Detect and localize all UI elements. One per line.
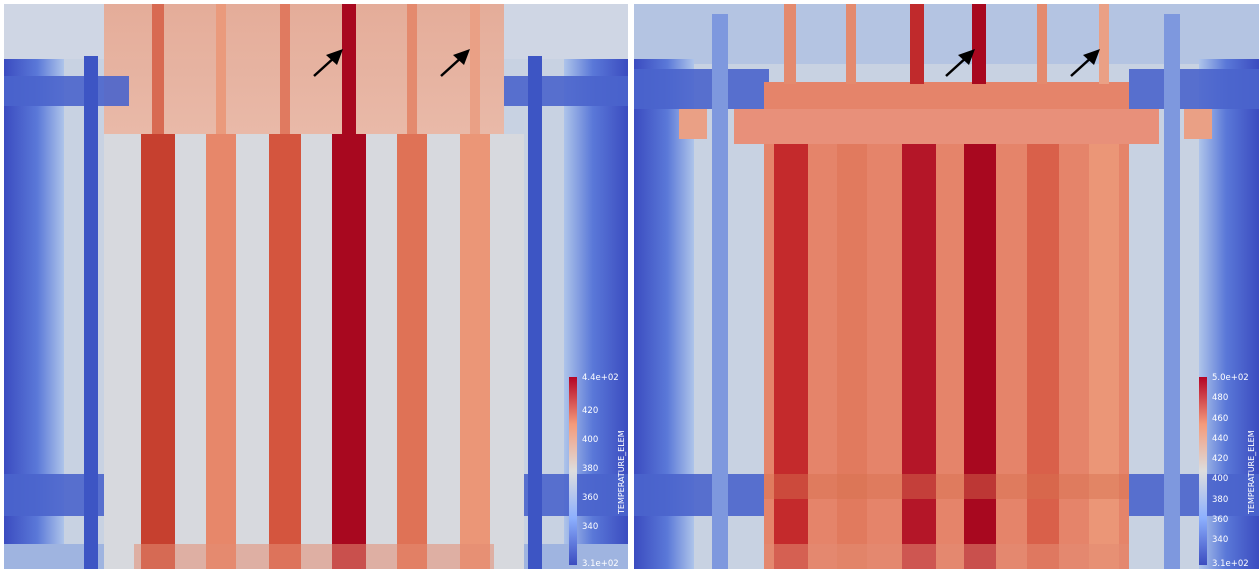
temperature-field-view-right: 5.0e+02 480 460 440 420 400 380 360 340 …	[634, 4, 1259, 569]
colorbar-tick: 360	[582, 493, 598, 503]
colorbar-tick: 340	[1212, 535, 1228, 545]
colorbar-tick: 460	[1212, 414, 1228, 424]
colorbar-left: 4.4e+02 420 400 380 360 340 3.1e+02 TEMP…	[569, 373, 626, 569]
temperature-field-render-right: 5.0e+02 480 460 440 420 400 380 360 340 …	[634, 4, 1259, 569]
arrow-marker-2	[440, 49, 470, 77]
colorbar-tick: 420	[1212, 454, 1228, 464]
colorbar-tick: 440	[1212, 434, 1228, 444]
colorbar-right: 5.0e+02 480 460 440 420 400 380 360 340 …	[1199, 373, 1256, 569]
arrow-marker-4	[1070, 49, 1100, 77]
temperature-field-view-left: 4.4e+02 420 400 380 360 340 3.1e+02 TEMP…	[4, 4, 628, 569]
colorbar-tick: 400	[582, 435, 598, 445]
colorbar-tick: 380	[1212, 495, 1228, 505]
colorbar-tick: 380	[582, 464, 598, 474]
colorbar-max-label: 5.0e+02	[1212, 373, 1249, 383]
colorbar-title: TEMPERATURE_ELEM	[617, 430, 626, 515]
colorbar-max-label: 4.4e+02	[582, 373, 619, 383]
colorbar-tick: 360	[1212, 515, 1228, 525]
colorbar-tick: 400	[1212, 474, 1228, 484]
colorbar-tick: 420	[582, 406, 598, 416]
colorbar-tick: 340	[582, 522, 598, 532]
colorbar-min-label: 3.1e+02	[582, 559, 619, 569]
colorbar-tick: 480	[1212, 393, 1228, 403]
colorbar-min-label: 3.1e+02	[1212, 559, 1249, 569]
arrow-marker-3	[945, 49, 975, 77]
temperature-field-render-left: 4.4e+02 420 400 380 360 340 3.1e+02 TEMP…	[4, 4, 628, 569]
colorbar-title: TEMPERATURE_ELEM	[1247, 430, 1256, 515]
arrow-marker-1	[313, 49, 343, 77]
